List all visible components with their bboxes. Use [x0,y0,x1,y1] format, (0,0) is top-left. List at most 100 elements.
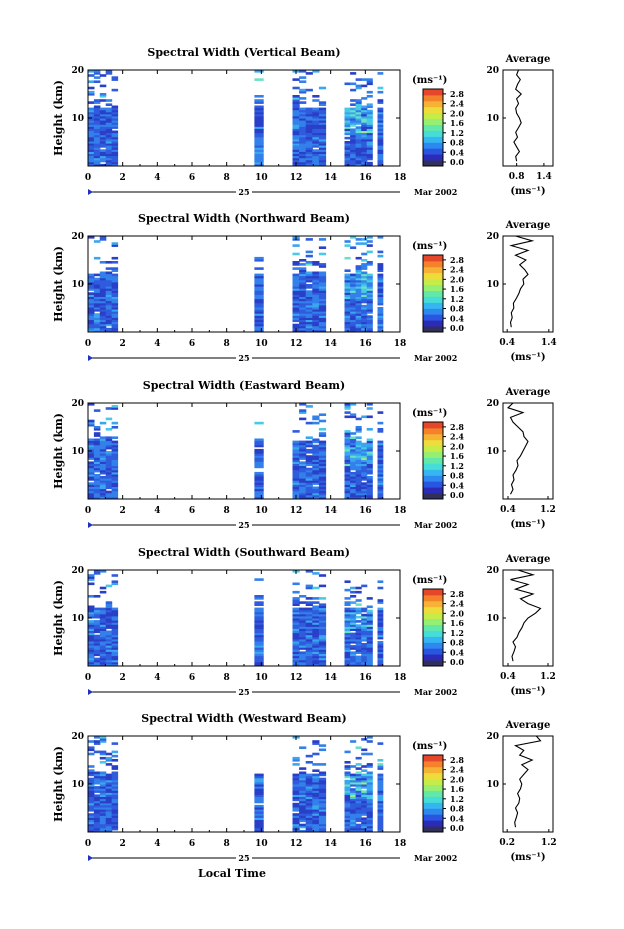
heatmap-cell [105,632,113,636]
heatmap-cell [111,634,119,638]
heatmap-cell [292,490,300,494]
heatmap-cell [350,457,357,460]
heatmap-cell [93,157,101,161]
heatmap-cell [254,317,264,320]
heatmap-cell [366,632,373,636]
heatmap-cell [366,307,373,310]
heatmap-cell [105,436,113,439]
heatmap-cell [111,319,119,323]
heatmap-cell [105,823,113,827]
heatmap-cell [361,271,368,275]
heatmap-cell [111,815,119,818]
heatmap-cell [305,815,313,818]
heatmap-cell [377,742,384,745]
heatmap-cell [318,659,327,663]
heatmap-cell [292,759,300,762]
heatmap-cell [344,446,351,450]
heatmap-cell [344,438,351,442]
heatmap-cell [93,630,101,634]
heatmap-cell [299,784,307,787]
heatmap-cell [344,128,351,131]
heatmap-cell [355,469,362,473]
heatmap-cell [93,296,101,300]
heatmap-cell [299,128,307,131]
heatmap-cell [344,465,351,469]
heatmap-cell [366,484,373,487]
heatmap-cell [254,111,264,115]
average-x-tick-label: 1.2 [541,838,557,848]
heatmap-cell [105,624,113,627]
heatmap-cell [93,138,101,142]
panel-3: Spectral Width (Southward Beam)0 2 4 6 8 10 12… [52,546,556,697]
heatmap-cell [292,611,300,615]
heatmap-cell [299,113,307,117]
heatmap-cell [318,615,327,619]
heatmap-cell [344,325,351,329]
heatmap-cell [318,827,327,831]
heatmap-cell [305,141,313,144]
colorbar-swatch [423,451,443,458]
heatmap-cell [88,809,95,812]
heatmap-cell [93,432,101,435]
heatmap-cell [344,492,351,496]
heatmap-cell [366,95,373,98]
y-tick-label: 20 [71,66,84,76]
heatmap-cell [305,296,313,300]
heatmap-cell [292,786,300,789]
heatmap-cell [350,448,357,452]
heatmap-cell [88,807,95,810]
heatmap-cell [361,277,368,281]
heatmap-cell [254,311,264,314]
heatmap-cell [292,461,300,464]
heatmap-cell [312,438,320,442]
heatmap-cell [350,655,357,659]
heatmap-cell [318,132,327,136]
heatmap-cell [88,236,95,239]
heatmap-cell [254,784,264,787]
heatmap-cell [299,465,307,469]
colorbar-swatch [423,124,443,131]
chart-title: Spectral Width (Southward Beam) [138,546,350,559]
heatmap-cell [350,236,357,239]
heatmap-cell [350,432,357,435]
heatmap-cell [305,663,313,667]
heatmap-cell [344,307,351,310]
heatmap-cell [99,281,107,285]
heatmap-cell [318,634,327,638]
heatmap-cell [344,319,351,323]
heatmap-cell [355,482,362,485]
heatmap-cell [93,284,101,287]
heatmap-cell [312,315,320,318]
heatmap-cell [366,122,373,125]
heatmap-cell [350,292,357,295]
x-tick-label: 6 [189,673,195,683]
heatmap-cell [344,153,351,157]
heatmap-cell [355,315,362,318]
heatmap-cell [299,494,307,498]
heatmap-cell [355,781,362,785]
heatmap-cell [344,415,351,419]
heatmap-cell [305,645,313,648]
heatmap-cell [361,84,368,88]
heatmap-cell [88,790,95,793]
heatmap-cell [377,478,384,481]
heatmap-cell [88,138,95,142]
heatmap-cell [350,607,357,611]
colorbar-swatch [423,445,443,453]
heatmap-cell [377,294,384,297]
heatmap-cell [344,476,351,479]
heatmap-cell [355,101,362,104]
heatmap-cell [366,118,373,121]
heatmap-cell [88,769,95,772]
heatmap-cell [111,273,119,277]
heatmap-cell [292,101,300,104]
heatmap-cell [93,486,101,490]
heatmap-cell [99,773,107,777]
heatmap-cell [355,130,362,134]
heatmap-cell [305,147,313,150]
heatmap-cell [355,430,362,433]
heatmap-cell [105,620,113,623]
heatmap-cell [299,790,307,793]
heatmap-cell [312,327,320,331]
